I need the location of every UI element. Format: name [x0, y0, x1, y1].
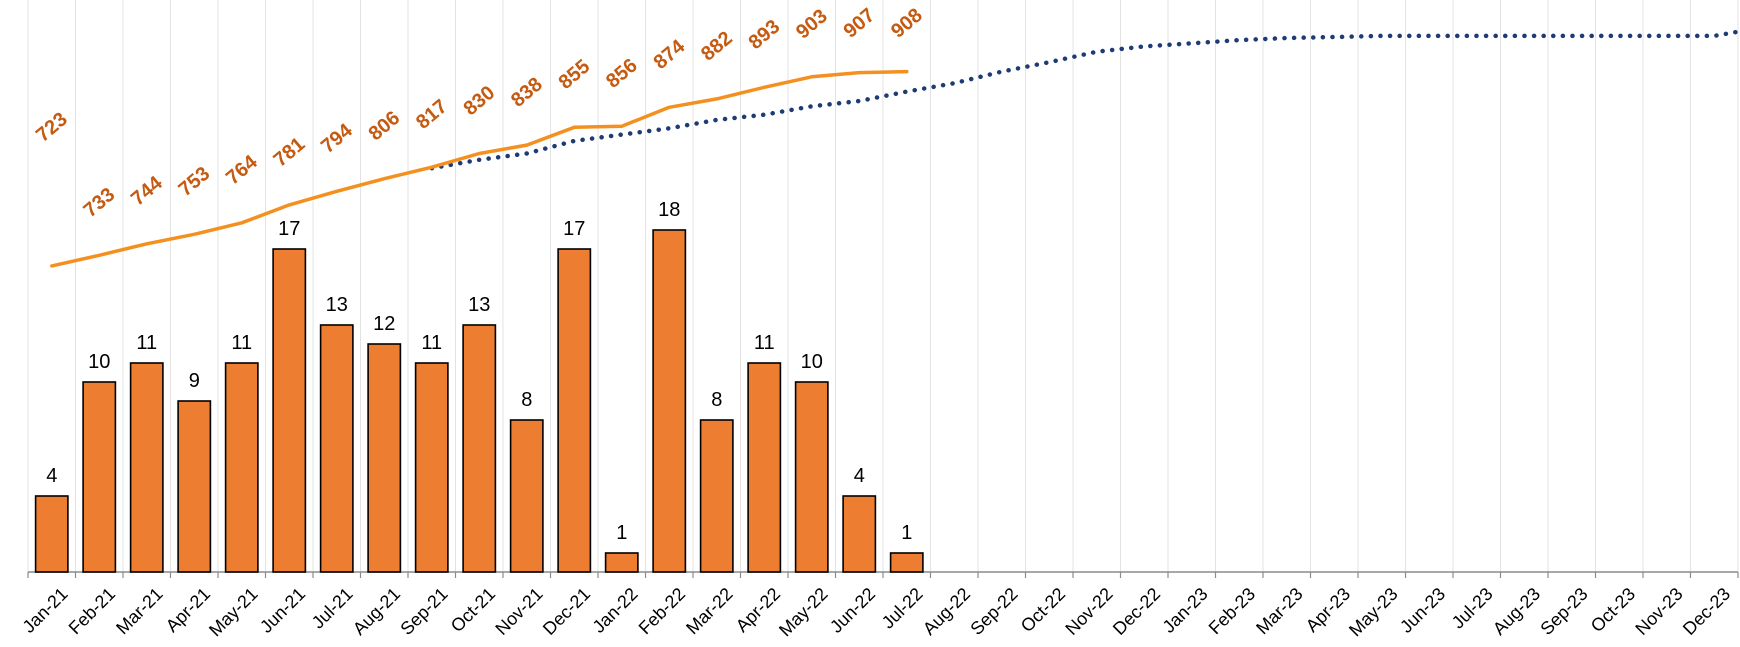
x-tick-label: Dec-21: [539, 584, 594, 639]
x-tick-label: Mar-23: [1252, 584, 1306, 638]
x-tick-label: Aug-21: [349, 584, 404, 639]
cumulative-value-label: 830: [460, 82, 500, 120]
bar-value-label: 18: [658, 199, 680, 221]
bar: [842, 495, 877, 573]
x-tick-label: Sep-22: [966, 584, 1021, 639]
x-tick-label: Jun-23: [1396, 584, 1449, 637]
x-tick-label: May-23: [1345, 584, 1402, 641]
x-tick-label: Feb-22: [635, 584, 689, 638]
x-tick-label: Jan-22: [589, 584, 642, 637]
x-tick-label: Nov-23: [1631, 584, 1686, 639]
bar-value-label: 8: [711, 389, 722, 411]
bar-value-label: 1: [901, 522, 912, 544]
bar: [224, 362, 259, 573]
bar-value-label: 11: [754, 332, 775, 354]
cumulative-value-label: 903: [792, 5, 832, 43]
cumulative-value-label: 764: [222, 150, 262, 189]
bar-value-label: 4: [854, 465, 865, 487]
x-tick-label: Oct-22: [1017, 584, 1069, 636]
cumulative-value-label: 744: [127, 171, 167, 210]
bar: [604, 552, 639, 573]
cumulative-value-label: 874: [650, 35, 690, 74]
x-tick-label: May-21: [205, 584, 262, 641]
bar: [129, 362, 164, 573]
cumulative-value-label: 781: [270, 133, 310, 171]
bar: [747, 362, 782, 573]
bar-value-label: 10: [88, 351, 110, 373]
cumulative-value-label: 794: [317, 119, 357, 158]
bar-value-label: 13: [468, 294, 490, 316]
cumulative-value-label: 806: [365, 107, 405, 145]
bar-value-label: 4: [46, 465, 57, 487]
bar: [367, 343, 402, 573]
x-tick-label: Dec-23: [1679, 584, 1734, 639]
bar: [794, 381, 829, 573]
bar: [509, 419, 544, 573]
bar-value-label: 9: [189, 370, 200, 392]
bar-value-label: 10: [801, 351, 823, 373]
x-tick-label: Feb-21: [65, 584, 119, 638]
bar-value-label: 12: [373, 313, 395, 335]
bar-value-label: 13: [326, 294, 348, 316]
bar-value-label: 17: [278, 218, 300, 240]
x-tick-label: Oct-21: [447, 584, 499, 636]
x-tick-label: Dec-22: [1109, 584, 1164, 639]
x-tick-label: Sep-21: [396, 584, 451, 639]
bar: [889, 552, 924, 573]
bar: [34, 495, 69, 573]
x-tick-label: May-22: [775, 584, 832, 641]
bar-value-label: 11: [231, 332, 252, 354]
bar: [319, 324, 354, 573]
x-tick-label: Jun-22: [826, 584, 879, 637]
x-tick-label: Nov-21: [491, 584, 546, 639]
bar: [652, 229, 687, 573]
bar: [699, 419, 734, 573]
cumulative-value-label: 753: [175, 163, 215, 201]
x-tick-label: Mar-21: [112, 584, 166, 638]
cumulative-value-label: 723: [32, 108, 72, 146]
bar-value-label: 11: [421, 332, 442, 354]
x-tick-label: Mar-22: [682, 584, 736, 638]
cumulative-value-label: 855: [555, 56, 595, 94]
x-tick-label: Oct-23: [1587, 584, 1639, 636]
x-tick-label: Sep-23: [1536, 584, 1591, 639]
x-tick-label: Aug-22: [919, 584, 974, 639]
cumulative-value-label: 856: [602, 54, 642, 92]
bar: [272, 248, 307, 573]
cumulative-value-label: 817: [412, 95, 452, 133]
projection-dotted-line: [429, 29, 1740, 171]
x-tick-label: Jan-21: [19, 584, 72, 637]
x-tick-label: Feb-23: [1205, 584, 1259, 638]
cumulative-value-label: 838: [507, 73, 547, 111]
bar-value-label: 8: [521, 389, 532, 411]
cumulative-line: [50, 69, 909, 268]
cumulative-value-label: 908: [887, 4, 927, 42]
bar-value-label: 17: [563, 218, 585, 240]
x-tick-label: Jun-21: [256, 584, 309, 637]
bar-value-label: 11: [136, 332, 157, 354]
x-tick-label: Aug-23: [1489, 584, 1544, 639]
cumulative-value-label: 893: [745, 16, 785, 54]
cumulative-value-label: 882: [697, 27, 737, 65]
bar: [82, 381, 117, 573]
x-tick-label: Nov-22: [1061, 584, 1116, 639]
x-tick-label: Jan-23: [1159, 584, 1212, 637]
bar: [462, 324, 497, 573]
bar-value-label: 1: [616, 522, 627, 544]
cumulative-value-label: 733: [80, 184, 120, 222]
cumulative-value-label: 907: [840, 4, 880, 42]
bar: [414, 362, 449, 573]
bar: [177, 400, 212, 573]
bar: [557, 248, 592, 573]
